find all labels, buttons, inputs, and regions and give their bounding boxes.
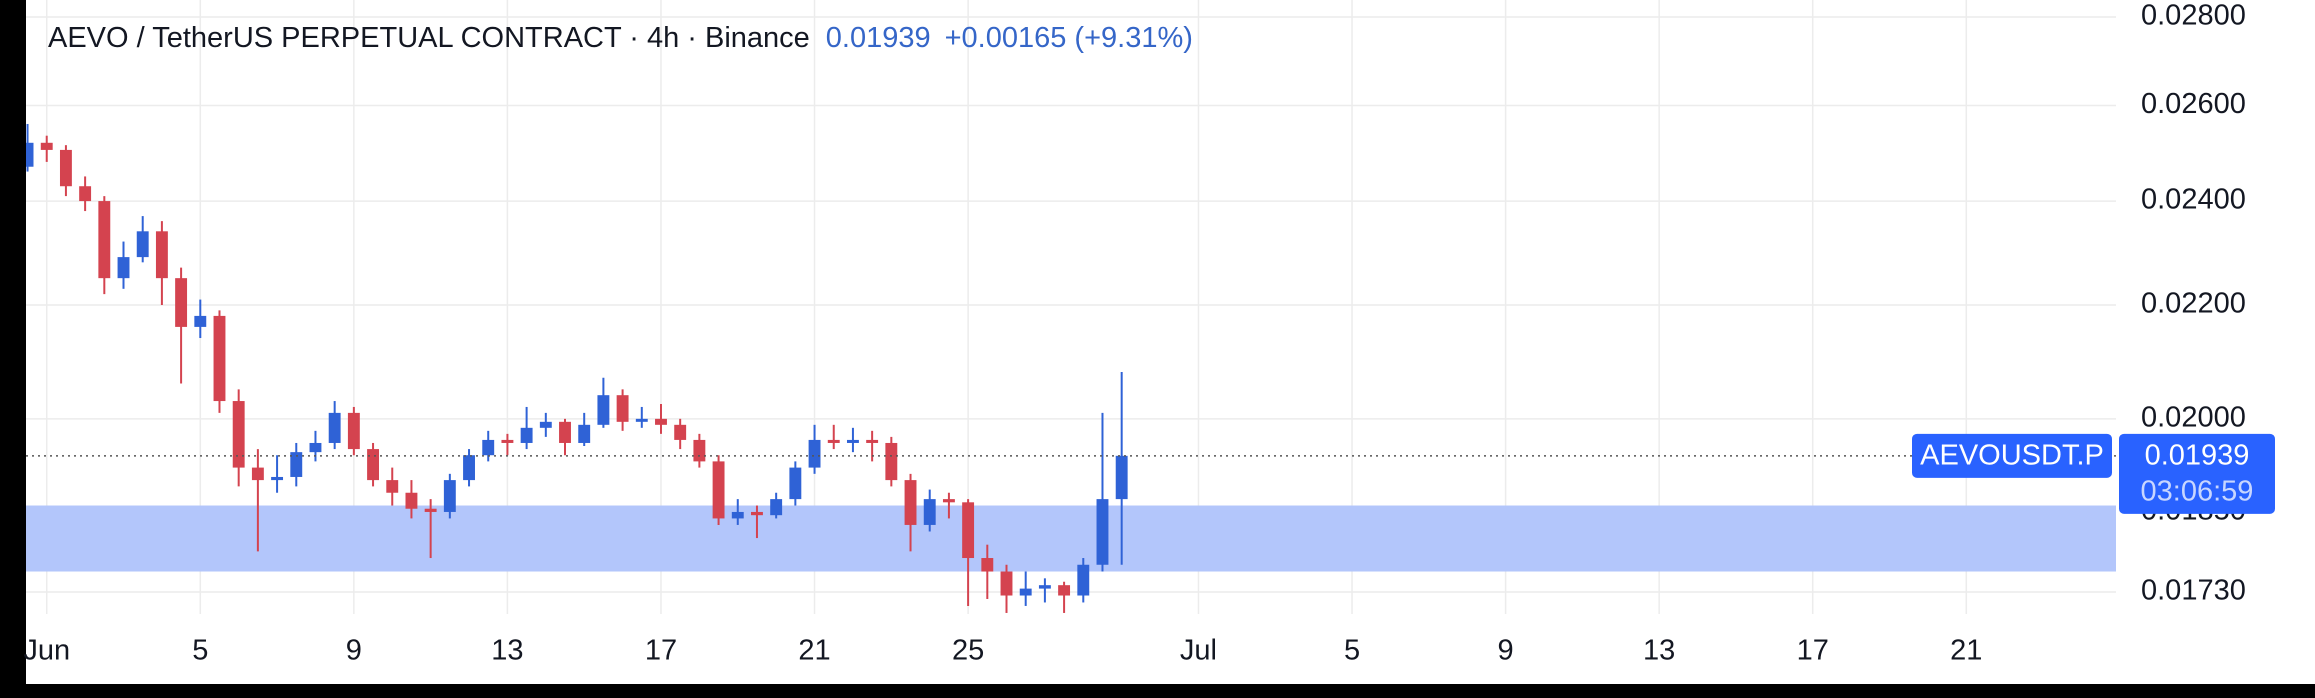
candle-body xyxy=(117,257,130,279)
candle-body xyxy=(942,499,955,503)
header-price: 0.01939 xyxy=(826,22,931,54)
x-tick-label: 9 xyxy=(1498,635,1514,667)
candle-body xyxy=(981,558,994,572)
candle-body xyxy=(26,142,34,167)
x-tick-label: 13 xyxy=(1643,635,1675,667)
symbol-label: AEVOUSDT.P xyxy=(1920,439,2104,471)
y-tick-label: 0.02200 xyxy=(2141,288,2246,320)
candle-body xyxy=(520,427,533,443)
candle-body xyxy=(328,412,341,443)
x-tick-label: 5 xyxy=(192,635,208,667)
candle-body xyxy=(846,439,859,443)
candle-body xyxy=(386,480,399,493)
price-box xyxy=(2119,433,2275,514)
chart-title: AEVO / TetherUS PERPETUAL CONTRACT · 4h … xyxy=(48,22,810,54)
y-tick-label: 0.02000 xyxy=(2141,401,2246,433)
candle-body xyxy=(194,315,207,327)
candle-body xyxy=(59,149,72,187)
y-tick-label: 0.01730 xyxy=(2141,575,2246,607)
candles xyxy=(26,123,1128,613)
candle-body xyxy=(770,499,783,516)
candle-body xyxy=(443,480,456,512)
candle-body xyxy=(482,439,495,456)
candle-body xyxy=(1058,585,1071,596)
x-tick-label: 13 xyxy=(491,635,523,667)
candle-body xyxy=(213,315,226,402)
candle-body xyxy=(1038,585,1051,589)
candle-body xyxy=(885,442,898,481)
candle-body xyxy=(559,421,571,443)
x-tick-label: Jun xyxy=(23,635,70,667)
candle-body xyxy=(1096,499,1109,565)
x-tick-label: 17 xyxy=(645,635,677,667)
candle-body xyxy=(501,439,514,443)
candle-body xyxy=(98,201,111,279)
header: AEVO / TetherUS PERPETUAL CONTRACT · 4h … xyxy=(48,22,1193,54)
x-tick-label: 21 xyxy=(798,635,830,667)
candle-body xyxy=(1077,564,1090,596)
candle-body xyxy=(693,439,706,462)
candle-body xyxy=(347,412,360,450)
candle-body xyxy=(155,231,168,279)
candle-body xyxy=(962,502,975,559)
candle-body xyxy=(367,449,380,481)
symbol-box xyxy=(1912,433,2112,478)
x-tick-label: Jul xyxy=(1180,635,1217,667)
candle-body xyxy=(539,421,552,428)
y-tick-label: 0.02600 xyxy=(2141,88,2246,120)
x-tick-label: 9 xyxy=(346,635,362,667)
candle-body xyxy=(251,467,264,481)
candle-body xyxy=(271,476,284,481)
axes: Jun 5 9 13 17 21 25 Jul 5 9 13 17 21 0.02800 0.02600 0.… xyxy=(23,0,2275,667)
candle-body xyxy=(789,467,802,500)
candle-body xyxy=(1000,571,1013,596)
candle-body xyxy=(712,461,725,519)
y-tick-label: 0.02400 xyxy=(2141,184,2246,216)
candle-body xyxy=(136,231,149,258)
y-tick-label: 0.02800 xyxy=(2141,0,2246,32)
zone-layer xyxy=(26,505,2116,572)
candle-body xyxy=(655,418,667,425)
candle-body xyxy=(635,418,648,422)
x-tick-label: 21 xyxy=(1950,635,1982,667)
candle-body xyxy=(751,511,763,516)
candle-body xyxy=(866,439,879,443)
candle-body xyxy=(808,439,821,468)
candle-body xyxy=(731,511,744,519)
countdown-label: 03:06:59 xyxy=(2141,475,2254,507)
candle-body xyxy=(79,186,92,202)
x-tick-label: 17 xyxy=(1797,635,1829,667)
candle-body xyxy=(424,508,437,512)
candle-body xyxy=(290,452,303,477)
candle-body xyxy=(405,492,418,509)
candle-body xyxy=(463,455,475,481)
price-label: 0.01939 xyxy=(2145,439,2250,471)
candle-body xyxy=(232,401,245,468)
candle-body xyxy=(827,439,840,443)
chart-background xyxy=(26,0,2315,684)
zone xyxy=(26,505,2116,572)
x-tick-label: 25 xyxy=(952,635,984,667)
candle-body xyxy=(1019,588,1032,596)
header-change: +0.00165 (+9.31%) xyxy=(945,22,1193,54)
x-tick-label: 5 xyxy=(1344,635,1360,667)
candle-body xyxy=(597,395,610,425)
candle-body xyxy=(1115,455,1128,500)
candle-body xyxy=(578,424,591,443)
candle-body xyxy=(616,395,629,422)
candle-body xyxy=(923,499,936,525)
candle-body xyxy=(175,278,188,327)
candle-body xyxy=(674,424,687,440)
candle-body xyxy=(904,480,917,525)
candle-body xyxy=(309,442,322,453)
candle-body xyxy=(40,142,53,150)
